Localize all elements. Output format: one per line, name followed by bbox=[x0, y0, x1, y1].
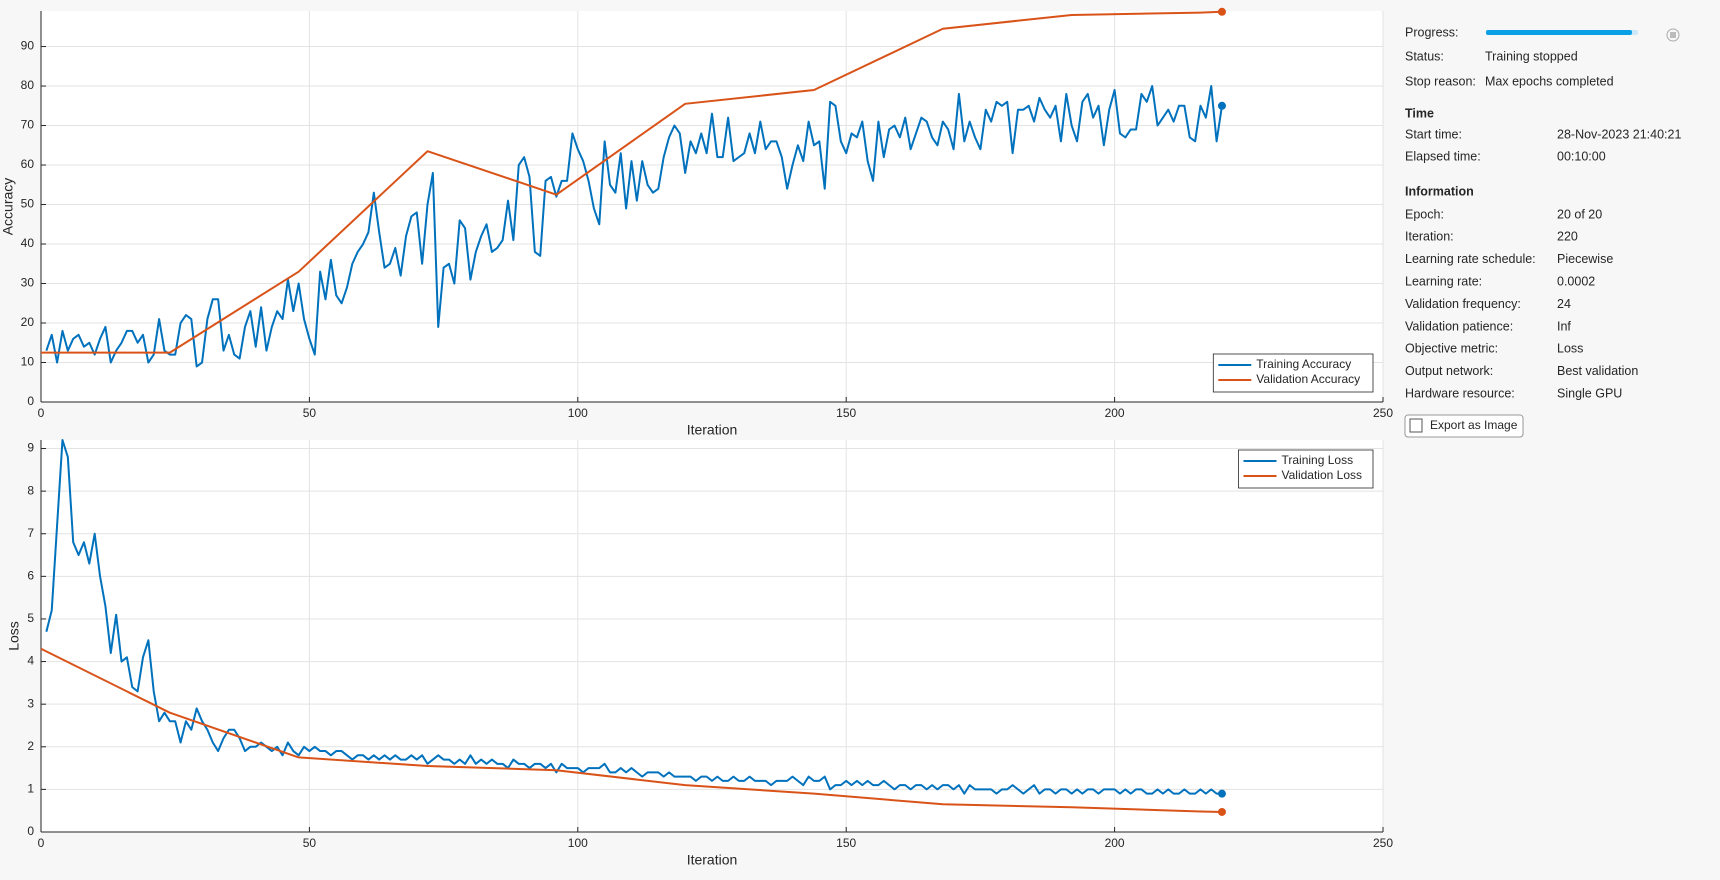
legend-box bbox=[1212, 353, 1374, 393]
progress-label: Progress: bbox=[1405, 25, 1459, 39]
x-tick-label: 150 bbox=[836, 406, 856, 420]
y-tick-label: 20 bbox=[21, 315, 35, 329]
series-line bbox=[45, 85, 1223, 368]
y-tick-label: 7 bbox=[27, 526, 34, 540]
x-tick-label: 0 bbox=[38, 836, 45, 850]
y-tick-label: 80 bbox=[21, 78, 35, 92]
row-label: Output network: bbox=[1405, 364, 1493, 378]
y-axis-label: Loss bbox=[6, 621, 22, 651]
y-axis-label: Accuracy bbox=[0, 178, 16, 236]
row-value: Single GPU bbox=[1557, 386, 1622, 400]
plot-area bbox=[41, 440, 1383, 832]
x-tick-label: 250 bbox=[1373, 406, 1393, 420]
x-tick-label: 50 bbox=[303, 836, 317, 850]
side-panel bbox=[1393, 0, 1720, 880]
row-value: Piecewise bbox=[1557, 252, 1613, 266]
row-value: 0.0002 bbox=[1557, 274, 1595, 288]
legend-label: Training Loss bbox=[1282, 453, 1354, 467]
y-tick-label: 9 bbox=[27, 441, 34, 455]
end-marker bbox=[1217, 7, 1226, 16]
x-tick-label: 100 bbox=[568, 836, 588, 850]
y-tick-label: 0 bbox=[27, 824, 34, 838]
row-label: Hardware resource: bbox=[1405, 386, 1515, 400]
row-value: 24 bbox=[1557, 297, 1571, 311]
end-marker bbox=[1217, 807, 1226, 816]
y-tick-label: 40 bbox=[21, 236, 35, 250]
y-tick-label: 30 bbox=[21, 276, 35, 290]
x-tick-label: 250 bbox=[1373, 836, 1393, 850]
row-label: Stop reason: bbox=[1405, 74, 1476, 88]
progress-bar bbox=[1486, 30, 1632, 35]
y-tick-label: 2 bbox=[27, 739, 34, 753]
x-tick-label: 100 bbox=[568, 406, 588, 420]
export-label: Export as Image bbox=[1430, 418, 1518, 432]
row-label: Elapsed time: bbox=[1405, 149, 1481, 163]
end-marker bbox=[1217, 789, 1226, 798]
row-value: Inf bbox=[1557, 319, 1571, 333]
row-value: 00:10:00 bbox=[1557, 149, 1606, 163]
legend-label: Training Accuracy bbox=[1256, 357, 1351, 371]
series-line bbox=[45, 439, 1222, 795]
end-marker bbox=[1217, 101, 1226, 110]
y-tick-label: 5 bbox=[27, 611, 34, 625]
x-axis-label: Iteration bbox=[687, 422, 738, 438]
export-button[interactable] bbox=[1404, 414, 1524, 438]
stop-icon bbox=[1670, 32, 1676, 38]
x-tick-label: 150 bbox=[836, 836, 856, 850]
x-tick-label: 50 bbox=[303, 406, 317, 420]
y-tick-label: 90 bbox=[21, 39, 35, 53]
row-value: 28-Nov-2023 21:40:21 bbox=[1557, 127, 1681, 141]
row-label: Objective metric: bbox=[1405, 342, 1498, 356]
y-tick-label: 70 bbox=[21, 118, 35, 132]
x-tick-label: 200 bbox=[1105, 406, 1125, 420]
row-label: Validation patience: bbox=[1405, 319, 1513, 333]
row-label: Start time: bbox=[1405, 127, 1462, 141]
row-label: Epoch: bbox=[1405, 207, 1444, 221]
series-line bbox=[40, 647, 1222, 813]
row-label: Status: bbox=[1405, 49, 1444, 63]
y-tick-label: 60 bbox=[21, 157, 35, 171]
x-tick-label: 0 bbox=[38, 406, 45, 420]
y-tick-label: 8 bbox=[27, 483, 34, 497]
row-value: 20 of 20 bbox=[1557, 207, 1602, 221]
y-tick-label: 4 bbox=[27, 654, 34, 668]
y-tick-label: 3 bbox=[27, 696, 34, 710]
stop-button[interactable] bbox=[1666, 28, 1680, 42]
series-line bbox=[41, 10, 1222, 354]
y-tick-label: 1 bbox=[27, 782, 34, 796]
panel-text: Progress: Status: Training stopped Stop rea… bbox=[1405, 25, 1681, 400]
row-label: Learning rate: bbox=[1405, 274, 1482, 288]
legend-label: Validation Accuracy bbox=[1256, 372, 1360, 386]
legend-label: Validation Loss bbox=[1282, 468, 1363, 482]
section-title: Time bbox=[1405, 106, 1434, 120]
row-label: Iteration: bbox=[1405, 230, 1454, 244]
row-label: Validation frequency: bbox=[1405, 297, 1521, 311]
x-axis-label: Iteration bbox=[687, 852, 738, 868]
row-value: Training stopped bbox=[1485, 49, 1578, 63]
y-tick-label: 10 bbox=[21, 355, 35, 369]
y-tick-label: 50 bbox=[21, 197, 35, 211]
y-tick-label: 0 bbox=[27, 394, 34, 408]
legend-box bbox=[1238, 449, 1374, 489]
section-title: Information bbox=[1405, 184, 1474, 198]
x-tick-label: 200 bbox=[1105, 836, 1125, 850]
row-value: Max epochs completed bbox=[1485, 74, 1614, 88]
row-value: Best validation bbox=[1557, 364, 1638, 378]
export-icon bbox=[1409, 418, 1423, 433]
row-value: Loss bbox=[1557, 342, 1583, 356]
y-tick-label: 6 bbox=[27, 569, 34, 583]
row-value: 220 bbox=[1557, 230, 1578, 244]
row-label: Learning rate schedule: bbox=[1405, 252, 1536, 266]
